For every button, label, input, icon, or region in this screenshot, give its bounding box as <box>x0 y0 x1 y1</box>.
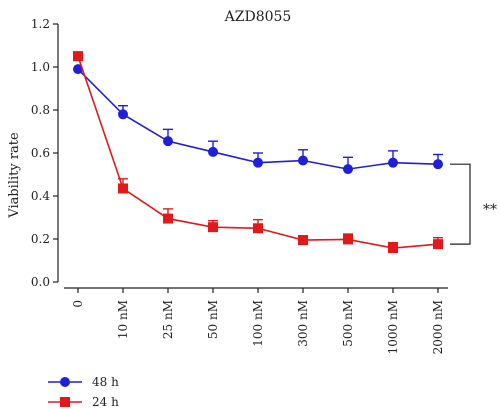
axes: 0.0 0.2 0.4 0.6 0.8 1.0 1.2 0 10 nM 25 nM 50 nM 100… <box>31 17 448 354</box>
legend-marker <box>60 377 70 387</box>
data-point <box>388 157 398 168</box>
y-axis-label: Viability rate <box>7 132 22 219</box>
legend-marker <box>60 397 70 407</box>
y-tick-label: 0.0 <box>31 275 50 289</box>
chart-title: AZD8055 <box>224 9 292 25</box>
data-point <box>343 234 353 245</box>
legend: 48 h 24 h <box>48 375 119 409</box>
series-48-h <box>73 64 443 175</box>
data-point <box>433 159 443 170</box>
y-tick-label: 0.4 <box>31 189 50 203</box>
y-tick-label: 1.0 <box>31 60 50 74</box>
data-point <box>433 239 443 250</box>
data-point <box>163 136 173 147</box>
series-layer <box>73 51 443 254</box>
x-tick-label: 25 nM <box>161 300 175 339</box>
series-24-h <box>73 51 443 254</box>
y-tick-label: 0.6 <box>31 146 50 160</box>
y-tick-label: 0.2 <box>31 232 50 246</box>
data-point <box>73 64 83 75</box>
data-point <box>298 235 308 246</box>
x-tick-label: 1000 nM <box>386 300 400 354</box>
data-point <box>73 51 83 62</box>
significance-bracket <box>450 163 471 245</box>
x-tick-label: 300 nM <box>296 300 310 347</box>
x-tick-label: 0 <box>71 300 85 308</box>
legend-item: 24 h <box>48 395 119 409</box>
data-point <box>208 146 218 157</box>
data-point <box>208 222 218 233</box>
x-tick-label: 100 nM <box>251 300 265 347</box>
x-tick-label: 50 nM <box>206 300 220 339</box>
data-point <box>118 183 128 194</box>
data-point <box>343 164 353 175</box>
data-point <box>253 157 263 168</box>
data-point <box>253 223 263 234</box>
legend-label: 24 h <box>92 395 119 409</box>
x-tick-label: 10 nM <box>116 300 130 339</box>
legend-label: 48 h <box>92 375 119 389</box>
data-point <box>388 243 398 254</box>
significance-label: ** <box>483 202 497 218</box>
data-point <box>163 213 173 224</box>
legend-item: 48 h <box>48 375 119 389</box>
significance-annotation: ** <box>450 163 497 245</box>
data-point <box>118 109 128 120</box>
x-tick-label: 500 nM <box>341 300 355 347</box>
y-tick-label: 0.8 <box>31 103 50 117</box>
x-tick-label: 2000 nM <box>431 300 445 354</box>
data-point <box>298 155 308 166</box>
y-tick-label: 1.2 <box>31 17 50 31</box>
